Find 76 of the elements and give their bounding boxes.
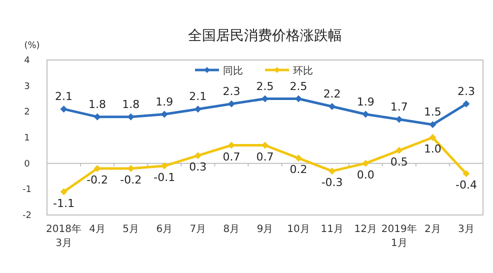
point — [328, 168, 336, 175]
point — [262, 142, 268, 149]
x-tick-label: 2月 — [424, 224, 441, 235]
data-label: 2.5 — [256, 80, 274, 93]
data-label: -0.2 — [86, 174, 108, 186]
point — [396, 146, 403, 154]
data-label: 2.5 — [290, 80, 308, 93]
x-tick-label: 11月 — [320, 224, 344, 235]
data-label: -1.1 — [53, 196, 75, 210]
point — [295, 95, 302, 102]
data-label: 1.8 — [122, 98, 140, 111]
point — [94, 165, 101, 172]
point — [462, 100, 470, 108]
y-tick-label: 1 — [24, 134, 30, 144]
point — [60, 106, 68, 113]
point — [295, 154, 302, 162]
point — [127, 113, 134, 120]
data-label: -0.1 — [154, 170, 176, 184]
data-label: 1.9 — [156, 95, 174, 108]
data-label: 1.9 — [356, 95, 374, 108]
point — [194, 152, 202, 160]
y-tick-label: 2 — [24, 108, 30, 118]
data-label: 0.3 — [189, 160, 207, 174]
point — [228, 100, 235, 108]
x-tick-label: 4月 — [89, 224, 106, 235]
x-tick-label: 12月 — [354, 224, 377, 235]
point — [429, 121, 436, 128]
legend-label: 环比 — [293, 65, 313, 77]
point — [60, 188, 68, 196]
point — [160, 110, 168, 118]
point — [328, 103, 336, 110]
x-tick-label: 2019年 1月 — [381, 223, 417, 249]
data-label: 2.1 — [189, 90, 207, 104]
data-label: 0.7 — [256, 150, 274, 164]
x-tick-label: 3月 — [458, 224, 474, 235]
data-label: 2.3 — [457, 84, 475, 98]
point — [262, 95, 268, 102]
y-tick-label: -1 — [22, 185, 32, 196]
point — [194, 106, 202, 113]
x-tick-label: 2018年 3月 — [46, 223, 82, 249]
chart-title: 全国居民消费价格涨跌幅 — [188, 28, 342, 44]
data-label: -0.2 — [120, 174, 142, 186]
point — [462, 170, 470, 178]
data-label: 0.2 — [290, 163, 308, 176]
data-label: 1.5 — [424, 106, 442, 119]
data-label: 1.8 — [88, 98, 106, 111]
x-tick-label: 7月 — [190, 224, 206, 235]
y-tick-label: 4 — [24, 56, 30, 66]
point — [396, 116, 403, 123]
data-label: 2.1 — [55, 90, 73, 104]
data-label: 0.5 — [390, 155, 408, 168]
point — [429, 134, 436, 141]
x-tick-label: 9月 — [256, 224, 274, 235]
point — [228, 142, 235, 149]
point — [362, 160, 370, 167]
y-tick-label: -2 — [22, 211, 32, 221]
data-label: -0.3 — [321, 176, 343, 190]
point — [362, 110, 370, 118]
y-axis-title: (%) — [24, 41, 40, 51]
data-label: 2.3 — [222, 84, 240, 98]
legend-label: 同比 — [223, 65, 243, 77]
point — [94, 113, 101, 120]
x-tick-label: 5月 — [122, 224, 140, 235]
data-label: 0.7 — [222, 150, 240, 164]
point — [127, 165, 134, 172]
y-tick-label: 0 — [24, 159, 30, 170]
data-label: 0.0 — [356, 168, 374, 182]
data-label: 1.0 — [424, 142, 442, 156]
data-label: -0.4 — [455, 178, 477, 192]
data-label: 2.2 — [323, 88, 341, 100]
x-tick-label: 6月 — [156, 224, 173, 235]
data-label: 1.7 — [390, 100, 408, 114]
point — [160, 162, 168, 170]
x-tick-label: 8月 — [223, 224, 240, 235]
x-tick-label: 10月 — [287, 224, 310, 235]
y-tick-label: 3 — [24, 82, 30, 92]
